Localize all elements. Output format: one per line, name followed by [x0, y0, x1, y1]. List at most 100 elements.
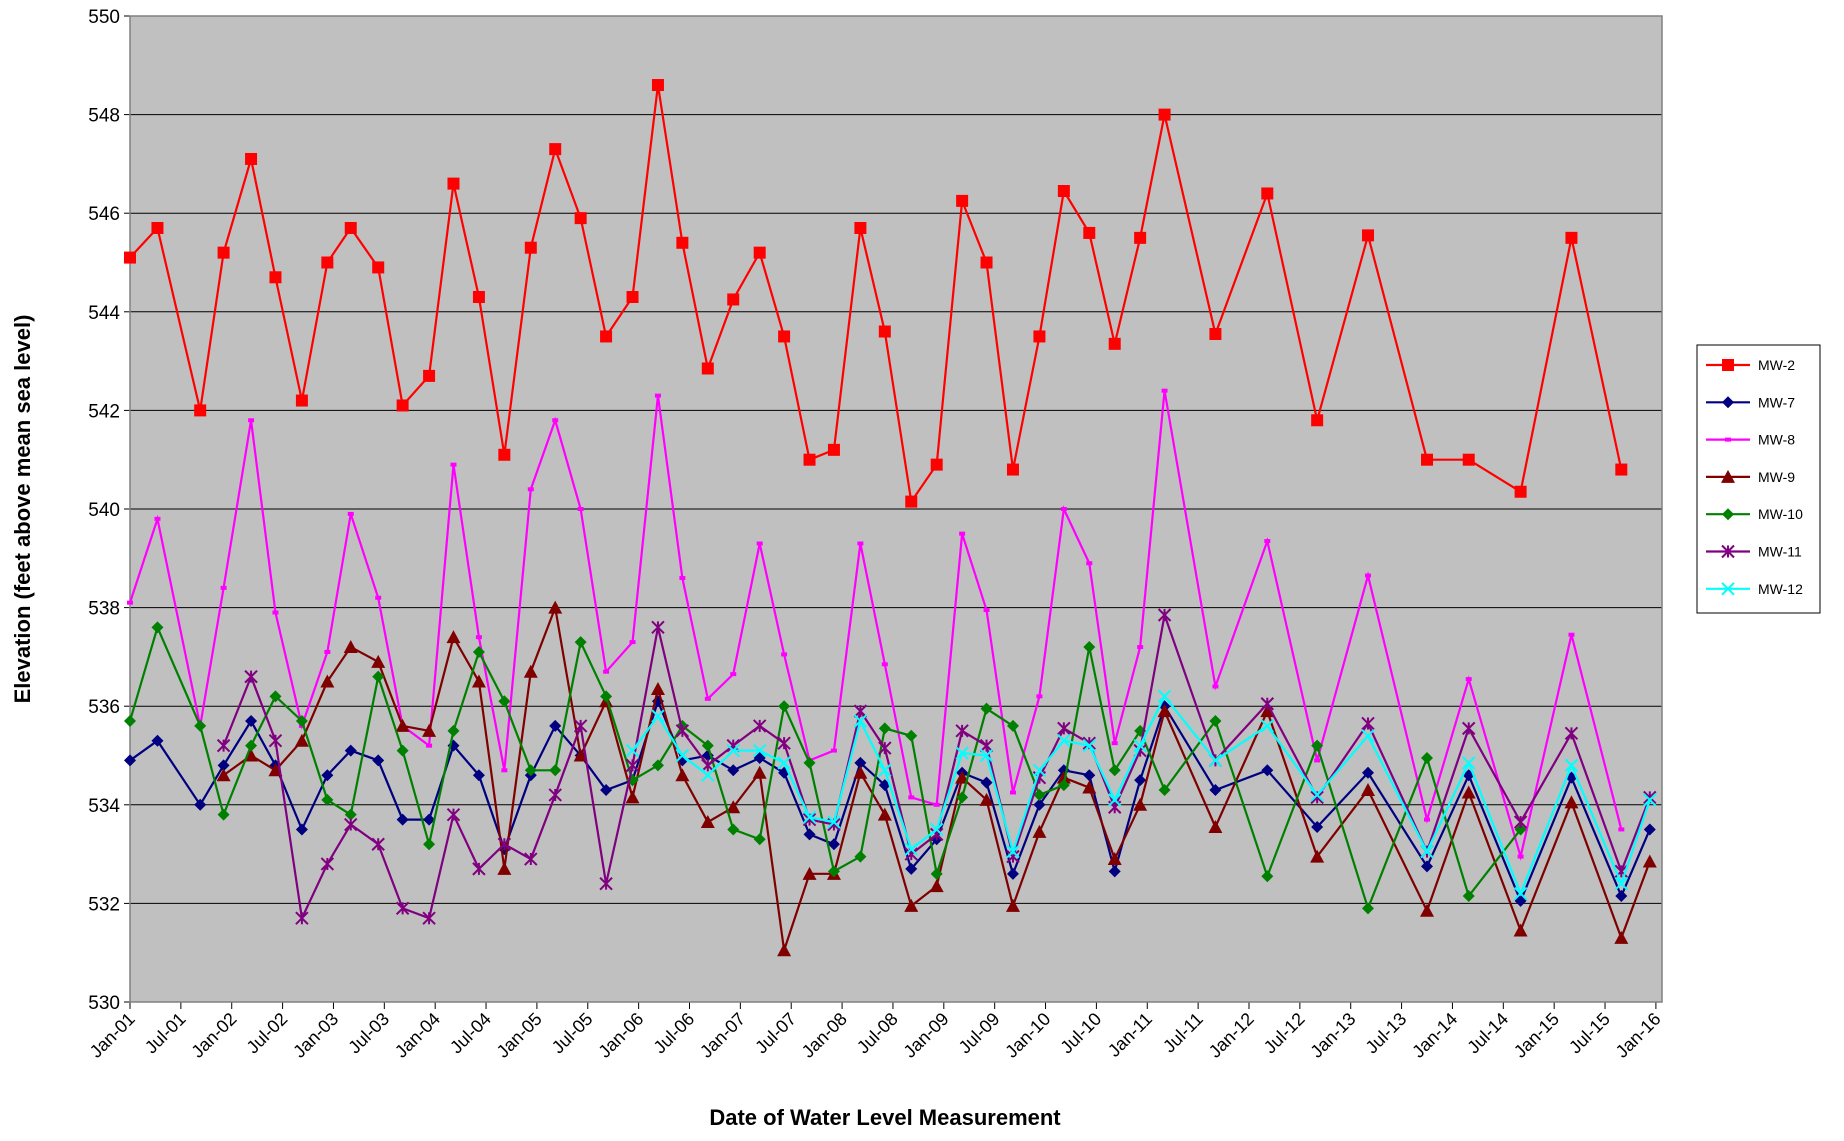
marker [321, 256, 334, 269]
marker [1362, 229, 1375, 242]
plot-border [129, 15, 1663, 1003]
marker [244, 669, 258, 684]
y-tick-label: 550 [88, 7, 120, 28]
marker [151, 621, 164, 634]
marker [701, 362, 714, 375]
marker [1361, 783, 1376, 797]
y-tick-label: 538 [88, 599, 120, 620]
x-tick-label: Jul-05 [548, 1009, 597, 1058]
marker [700, 815, 715, 829]
marker [1260, 719, 1275, 733]
marker [269, 690, 282, 703]
marker [1462, 721, 1476, 736]
marker [472, 769, 485, 782]
marker [472, 291, 485, 304]
marker [1311, 739, 1324, 752]
marker [1564, 726, 1579, 741]
marker [245, 714, 258, 727]
marker [1260, 697, 1275, 711]
marker [471, 674, 486, 688]
marker [752, 743, 767, 758]
marker [422, 723, 437, 737]
marker [548, 600, 563, 614]
x-tick-label: Jul-03 [344, 1009, 393, 1058]
marker [1082, 780, 1097, 794]
marker [1209, 784, 1222, 797]
marker [295, 823, 308, 836]
series-line [631, 694, 1651, 897]
marker [752, 765, 767, 779]
marker [930, 867, 943, 880]
marker [979, 738, 994, 753]
marker [778, 330, 791, 343]
legend [1696, 344, 1821, 614]
marker [1157, 689, 1172, 704]
marker [727, 293, 740, 306]
marker [423, 369, 436, 382]
marker [1513, 886, 1528, 901]
marker [930, 458, 943, 471]
x-tick-label: Jan-02 [187, 1009, 240, 1062]
x-tick-label: Jul-09 [955, 1009, 1004, 1058]
legend-label: MW-7 [1758, 394, 1795, 410]
marker [753, 833, 766, 846]
marker [395, 901, 410, 916]
series-line [129, 84, 1623, 505]
legend-label: MW-2 [1758, 357, 1795, 373]
marker [1362, 902, 1375, 915]
marker [1108, 337, 1121, 350]
marker [447, 724, 460, 737]
marker [701, 739, 714, 752]
marker [1462, 890, 1475, 903]
marker [675, 748, 690, 763]
marker [396, 399, 409, 412]
x-tick-label: Jul-14 [1463, 1009, 1512, 1058]
marker [524, 852, 538, 866]
marker [1006, 463, 1019, 476]
x-tick-label: Jan-12 [1205, 1009, 1258, 1062]
marker [1033, 788, 1046, 801]
x-tick-label: Jan-07 [696, 1009, 749, 1062]
marker [1462, 453, 1475, 466]
marker [626, 291, 639, 304]
marker [1260, 704, 1275, 718]
marker [650, 681, 665, 695]
marker [396, 744, 409, 757]
marker [1208, 819, 1223, 833]
marker [1133, 738, 1147, 753]
marker [878, 741, 892, 755]
y-tick-label: 548 [88, 106, 120, 127]
marker [752, 719, 767, 733]
marker [244, 748, 259, 762]
x-tick-label: Jan-11 [1104, 1009, 1156, 1061]
marker [701, 758, 715, 773]
marker [803, 828, 816, 841]
x-tick-label: Jan-10 [1001, 1009, 1054, 1062]
marker [372, 754, 385, 767]
marker [726, 743, 740, 758]
marker [956, 791, 969, 804]
marker [1311, 820, 1324, 833]
marker [980, 702, 993, 715]
marker [904, 842, 918, 856]
marker [1057, 734, 1071, 748]
marker [124, 714, 136, 727]
marker [905, 862, 918, 875]
marker [600, 330, 613, 343]
marker [1157, 704, 1172, 718]
x-tick-label: Jul-11 [1159, 1009, 1207, 1057]
marker [343, 640, 358, 654]
marker [853, 765, 868, 779]
marker [1721, 582, 1735, 596]
marker [1057, 721, 1071, 736]
x-tick-label: Jan-04 [391, 1009, 444, 1062]
marker [676, 236, 689, 249]
marker [955, 770, 970, 784]
marker [1005, 898, 1020, 912]
marker [1134, 231, 1147, 244]
marker [396, 813, 409, 826]
marker [827, 815, 841, 829]
marker [371, 654, 386, 668]
marker [853, 704, 868, 718]
marker [802, 810, 817, 824]
